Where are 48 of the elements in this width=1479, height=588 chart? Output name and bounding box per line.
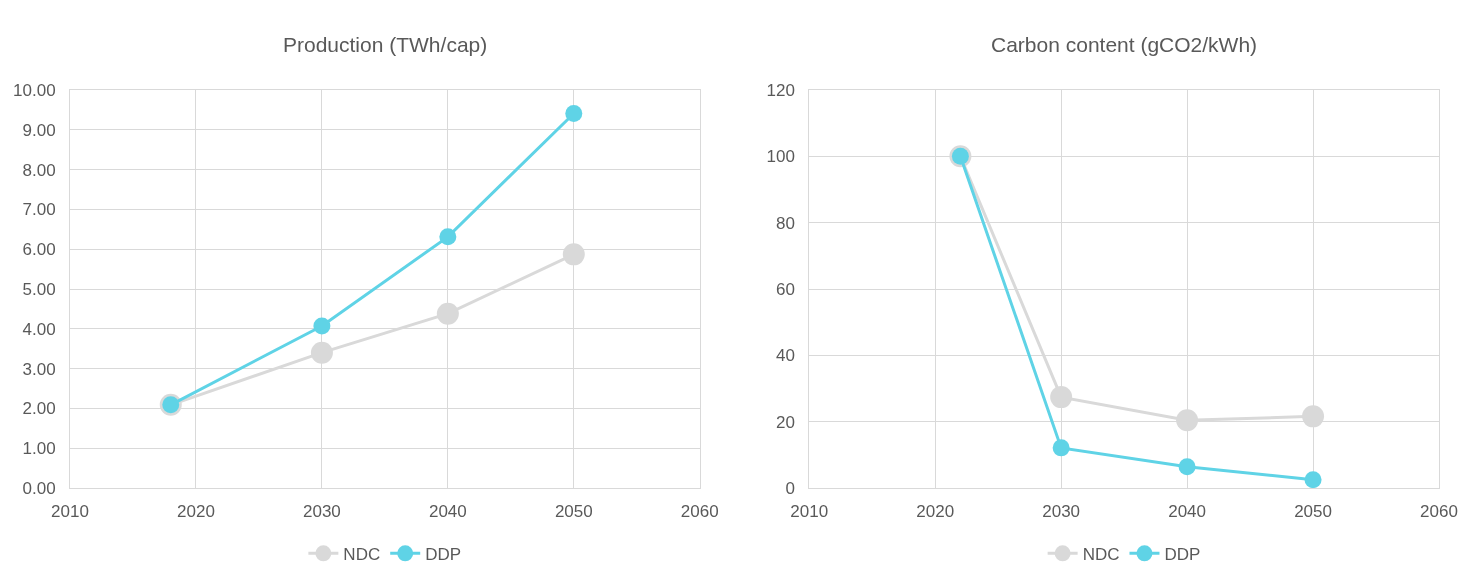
point: [1302, 405, 1325, 428]
y-tick-label: 120: [766, 80, 795, 100]
y-tick-label: 8.00: [22, 160, 56, 180]
y-tick-label: 20: [775, 412, 795, 432]
chart-title: Carbon content (gCO2/kWh): [991, 33, 1258, 56]
y-tick-label: 9.00: [22, 120, 56, 140]
legend-label: NDC: [1082, 544, 1120, 564]
x-tick-label: 2040: [1168, 502, 1207, 522]
y-tick-label: 7.00: [22, 200, 56, 220]
x-tick-label: 2020: [916, 502, 955, 522]
point: [1304, 471, 1322, 489]
x-tick-label: 2040: [428, 502, 467, 522]
y-tick-label: 40: [775, 346, 795, 366]
point: [1178, 458, 1196, 476]
y-tick-label: 10.00: [13, 80, 56, 100]
legend-label: DDP: [1164, 544, 1201, 564]
point: [1052, 439, 1070, 457]
y-tick-label: 2.00: [22, 399, 56, 419]
y-tick-label: 3.00: [22, 359, 56, 379]
y-tick-label: 5.00: [22, 279, 56, 299]
chart-title: Production (TWh/cap): [283, 33, 488, 56]
point: [565, 104, 583, 122]
x-tick-label: 2030: [302, 502, 341, 522]
x-tick-label: 2010: [790, 502, 829, 522]
x-tick-label: 2010: [51, 502, 89, 522]
y-tick-label: 0.00: [22, 478, 56, 498]
x-tick-label: 2060: [1420, 502, 1458, 522]
x-tick-label: 2030: [1042, 502, 1081, 522]
point: [313, 317, 331, 335]
point: [1176, 409, 1199, 432]
x-tick-label: 2020: [177, 502, 215, 522]
y-tick-label: 0: [785, 478, 795, 498]
x-tick-label: 2050: [554, 502, 593, 522]
y-tick-label: 1.00: [22, 439, 56, 459]
y-tick-label: 4.00: [22, 319, 56, 339]
x-tick-label: 2060: [680, 502, 719, 522]
legend-label: NDC: [343, 544, 381, 564]
y-tick-label: 6.00: [22, 240, 56, 260]
y-tick-label: 80: [775, 213, 795, 233]
legend-label: DDP: [425, 544, 462, 564]
point: [436, 302, 459, 325]
point: [310, 341, 333, 364]
x-tick-label: 2050: [1294, 502, 1332, 522]
point: [1050, 386, 1073, 409]
y-tick-label: 60: [775, 279, 795, 299]
point: [439, 228, 457, 246]
point: [562, 243, 585, 266]
y-tick-label: 100: [766, 147, 795, 167]
